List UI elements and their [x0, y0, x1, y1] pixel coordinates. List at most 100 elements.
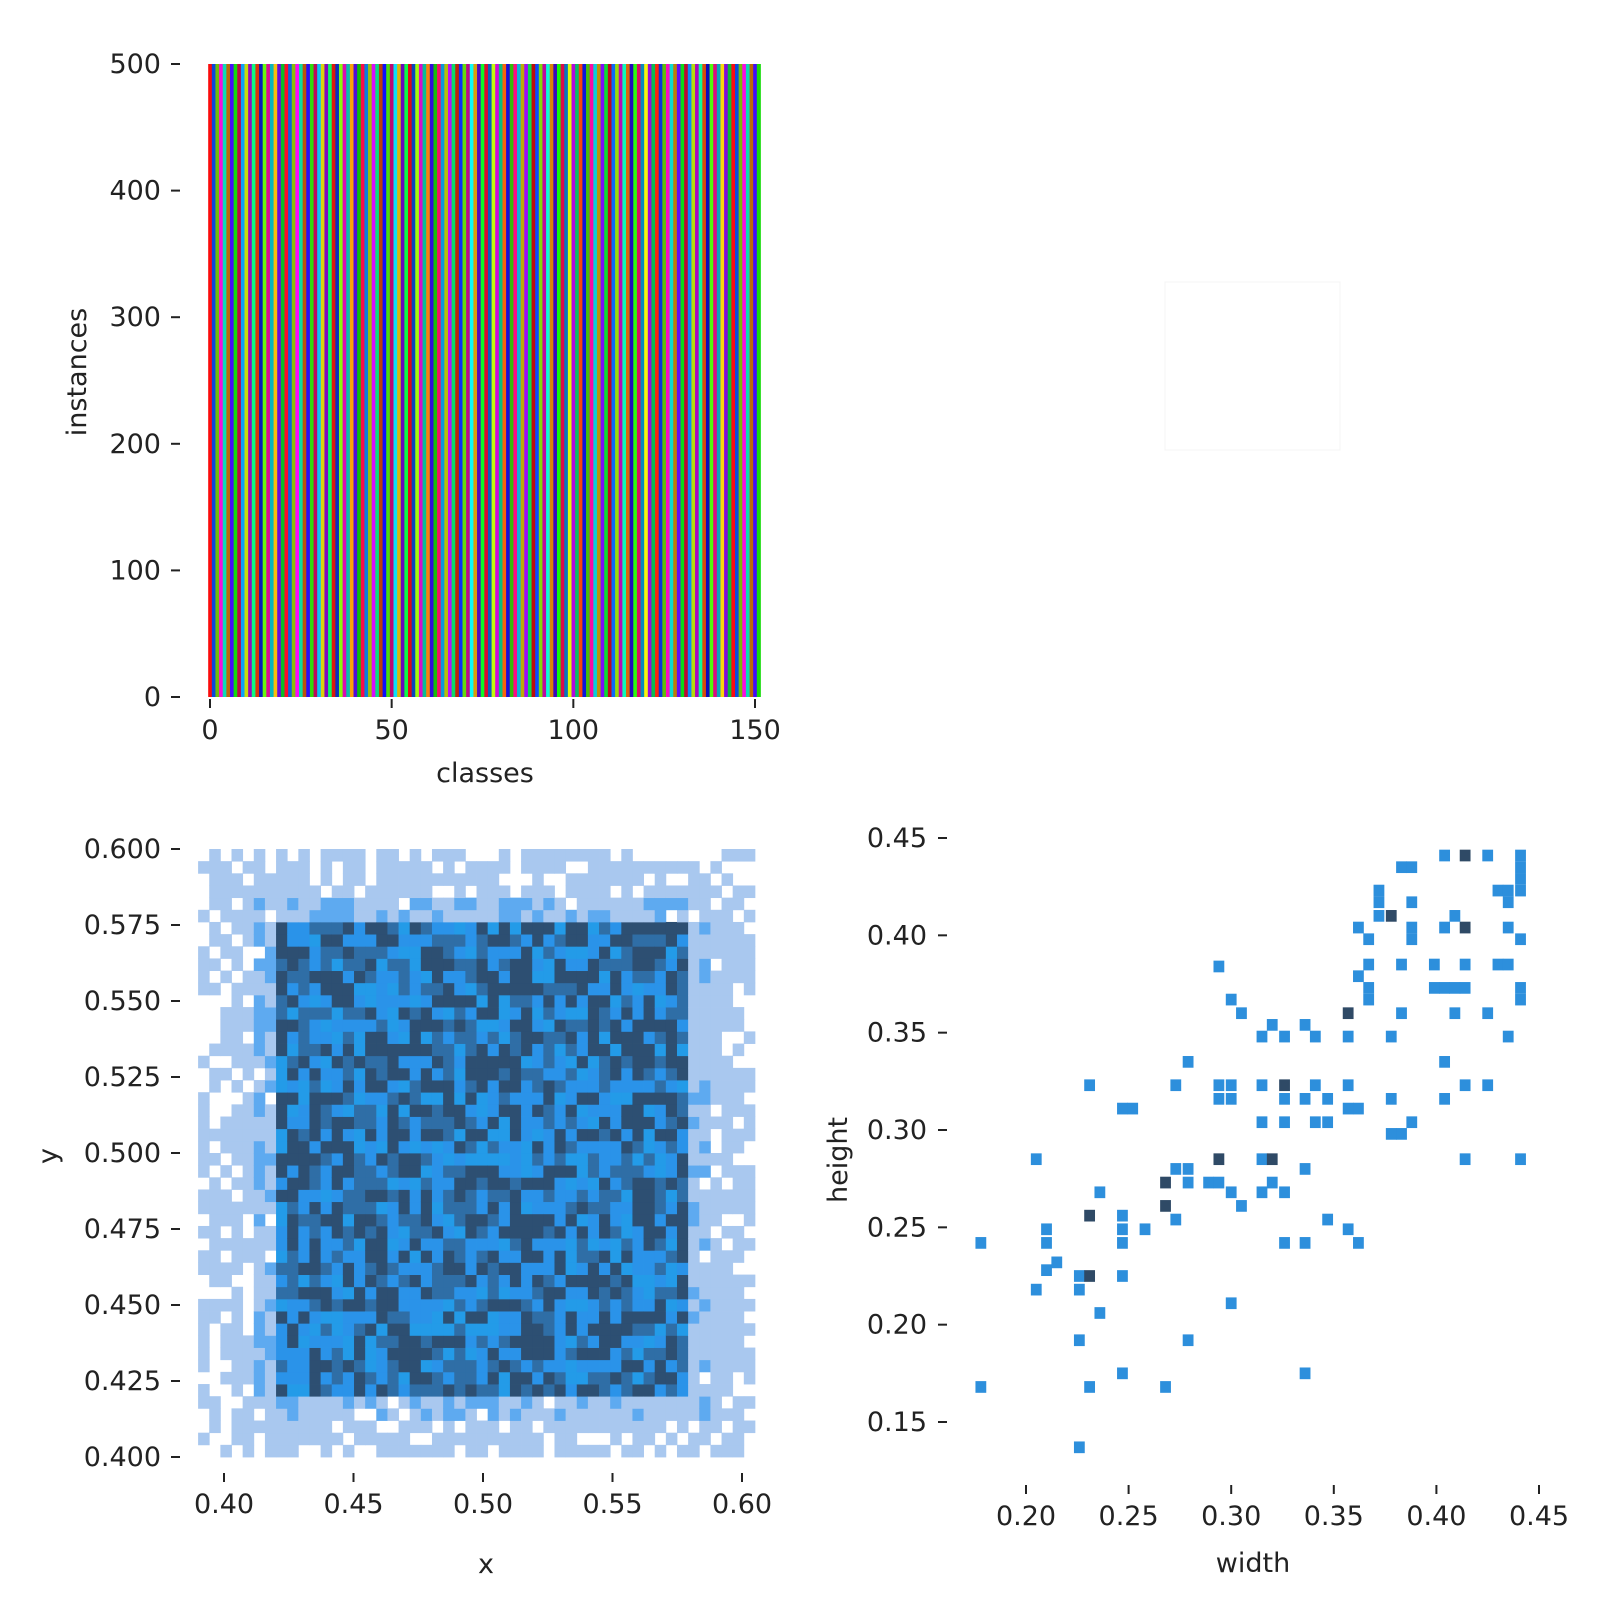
xy-heatmap-cell: [665, 1080, 678, 1093]
xy-heatmap-cell: [443, 1359, 455, 1373]
class-bar: [633, 64, 638, 697]
xy-heatmap-cell: [654, 1213, 667, 1227]
class-bar: [473, 64, 478, 697]
xy-heatmap-cell: [498, 1359, 511, 1373]
xy-heatmap-cell: [610, 1371, 622, 1385]
xy-heatmap-cell: [576, 1055, 589, 1069]
xy-heatmap-cell: [498, 1408, 511, 1421]
xy-heatmap-cell: [276, 1311, 288, 1324]
xy-heatmap-cell: [532, 1140, 544, 1154]
xy-heatmap-cell: [287, 1420, 299, 1434]
xy-heatmap-cell: [487, 1384, 500, 1397]
xy-heatmap-cell: [287, 1262, 299, 1275]
xy-heatmap-cell: [443, 1080, 455, 1093]
xy-heatmap-cell: [264, 1067, 277, 1081]
class-bar: [219, 64, 224, 697]
xy-heatmap-cell: [699, 1432, 711, 1446]
xy-heatmap-cell: [287, 1335, 299, 1348]
xy-heatmap-cell: [331, 1104, 344, 1117]
xy-heatmap-cell: [376, 1153, 388, 1166]
xy-heatmap-cell: [376, 1201, 388, 1215]
xy-heatmap-cell: [587, 849, 600, 862]
xy-heatmap-cell: [532, 1347, 544, 1361]
classes-x-tick-label: 150: [729, 715, 781, 746]
xy-heatmap-cell: [521, 958, 533, 971]
xy-heatmap-cell: [309, 1384, 322, 1397]
xy-heatmap-cell: [543, 1140, 555, 1154]
xy-heatmap-cell: [710, 970, 722, 984]
xy-heatmap-cell: [342, 909, 355, 923]
width-height-heatmap-cell: [1279, 1186, 1290, 1199]
xy-heatmap-cell: [565, 1213, 578, 1227]
xy-heatmap-cell: [409, 970, 422, 984]
xy-heatmap-cell: [498, 849, 511, 862]
xy-heatmap-cell: [309, 1213, 322, 1227]
width-height-heatmap-cell: [1170, 1163, 1182, 1175]
xy-heatmap-cell: [253, 1189, 266, 1203]
xy-heatmap-cell: [632, 1335, 644, 1348]
xy-heatmap-cell: [654, 1371, 667, 1385]
width-height-heatmap-cell: [1342, 1223, 1354, 1236]
xy-heatmap-cell: [220, 1140, 232, 1154]
xy-heatmap-cell: [554, 1432, 567, 1446]
xy-heatmap-cell: [509, 1396, 522, 1409]
xy-heatmap-cell: [431, 1055, 444, 1069]
xy-heatmap-cell: [743, 946, 756, 959]
xy-heatmap-cell: [443, 1225, 455, 1239]
xy-heatmap-cell: [420, 1080, 433, 1093]
xy-heatmap-cell: [420, 1408, 433, 1421]
width-height-heatmap-cell: [1309, 1030, 1321, 1043]
xy-heatmap-cell: [387, 1092, 399, 1105]
xy-heatmap-cell: [376, 1080, 388, 1093]
xy-heatmap-cell: [198, 1250, 210, 1263]
xy-heatmap-cell: [420, 982, 433, 996]
xy-heatmap-cell: [576, 1153, 589, 1166]
xy-heatmap-cell: [387, 1335, 399, 1348]
xy-heatmap-cell: [576, 1104, 589, 1117]
xy-heatmap-cell: [643, 1092, 656, 1105]
xy-heatmap-cell: [342, 1225, 355, 1239]
xy-heatmap-cell: [676, 1408, 689, 1421]
xy-heatmap-cell: [376, 982, 388, 996]
xy-heatmap-cell: [242, 1189, 255, 1203]
xy-heatmap-cell: [521, 849, 533, 862]
xy-heatmap-cell: [676, 1080, 689, 1093]
xy-heatmap-cell: [342, 1128, 355, 1142]
xy-heatmap-cell: [576, 1019, 589, 1032]
xy-heatmap-cell: [710, 1092, 722, 1105]
xy-heatmap-cell: [220, 873, 232, 886]
xy-heatmap-cell: [498, 1432, 511, 1446]
xy-heatmap-cell: [621, 1007, 633, 1020]
xy-heatmap-cell: [565, 958, 578, 971]
xy-heatmap-cell: [398, 1444, 411, 1458]
xy-heatmap-cell: [342, 921, 355, 935]
xy-heatmap-cell: [387, 1298, 399, 1312]
xy-heatmap-cell: [632, 861, 644, 874]
xy-heatmap-cell: [643, 982, 656, 996]
width-height-heatmap-cell: [1299, 1237, 1311, 1249]
xy-heatmap-cell: [287, 1055, 299, 1069]
xy-heatmap-cell: [220, 970, 232, 984]
xy-heatmap-cell: [665, 1250, 678, 1263]
xy-heatmap-cell: [309, 1055, 322, 1069]
xy-heatmap-cell: [532, 1213, 544, 1227]
xy-heatmap-cell: [532, 1043, 544, 1057]
xy-heatmap-cell: [532, 1092, 544, 1105]
width-height-heatmap-cell: [1299, 1163, 1311, 1175]
xy-heatmap-cell: [565, 1238, 578, 1251]
xy-heatmap-cell: [287, 1201, 299, 1215]
xy-heatmap-cell: [331, 1177, 344, 1190]
xy-heatmap-cell: [287, 1165, 299, 1178]
xy-heatmap-cell: [721, 1262, 734, 1275]
xy-heatmap-cell: [632, 1128, 644, 1142]
xy-heatmap-cell: [654, 1153, 667, 1166]
xy-heatmap-cell: [465, 1432, 477, 1446]
width-height-heatmap-cell: [1439, 1056, 1451, 1068]
xy-heatmap-cell: [554, 946, 567, 959]
width-height-heatmap: 0.20 0.25 0.30 0.35 0.40 0.45 0.150.200.250.3…: [823, 823, 1569, 1579]
xy-heatmap-cell: [565, 982, 578, 996]
xy-heatmap-cell: [576, 873, 589, 886]
xy-heatmap-cell: [621, 921, 633, 935]
xy-heatmap-cell: [654, 1116, 667, 1130]
xy-heatmap-cell: [721, 1092, 734, 1105]
